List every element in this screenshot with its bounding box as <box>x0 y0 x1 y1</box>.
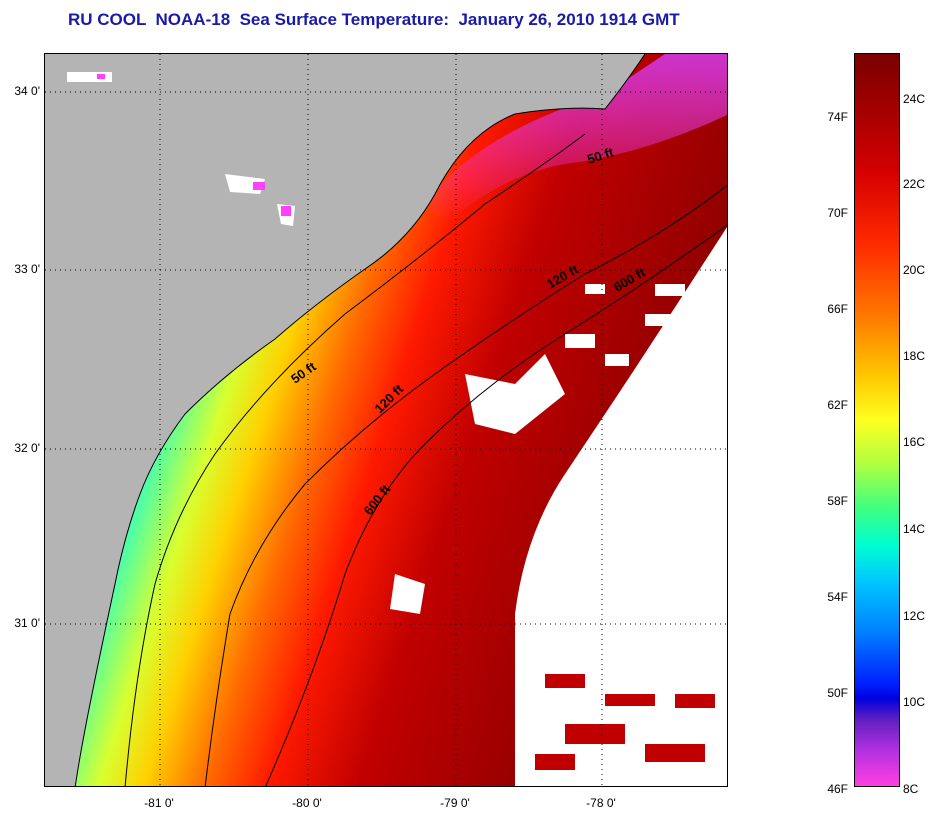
colorbar-f-62: 62F <box>827 398 848 412</box>
lat-label-34: 34 0' <box>14 84 40 98</box>
coastline <box>74 54 646 786</box>
lon-label-79: -79 0' <box>440 796 470 810</box>
colorbar-f-50: 50F <box>827 686 848 700</box>
lat-label-32: 32 0' <box>14 441 40 455</box>
land <box>45 54 645 786</box>
sst-map-svg: 50 ft 50 ft 120 ft 120 ft 600 ft 600 ft <box>45 54 727 786</box>
colorbar-f-54: 54F <box>827 590 848 604</box>
colorbar-f-58: 58F <box>827 494 848 508</box>
colorbar-c-20: 20C <box>903 263 926 277</box>
colorbar-f-74: 74F <box>827 110 848 124</box>
colorbar-c-12: 12C <box>903 609 926 623</box>
colorbar-c-14: 14C <box>903 522 926 536</box>
colorbar-c-8: 8C <box>903 782 919 796</box>
inland-features <box>67 72 295 226</box>
colorbar-c-10: 10C <box>903 695 926 709</box>
colorbar-c-16: 16C <box>903 435 926 449</box>
graticule <box>45 54 727 786</box>
lat-label-33: 33 0' <box>14 262 40 276</box>
warm-patches <box>535 674 715 770</box>
lon-label-78: -78 0' <box>586 796 616 810</box>
cloud-mask <box>390 227 727 786</box>
lon-label-81: -81 0' <box>144 796 174 810</box>
colorbar-c-18: 18C <box>903 349 926 363</box>
temperature-colorbar <box>854 53 900 787</box>
sst-map[interactable]: 50 ft 50 ft 120 ft 120 ft 600 ft 600 ft <box>44 53 728 787</box>
colorbar-f-46: 46F <box>827 782 848 796</box>
colorbar-c-24: 24C <box>903 92 926 106</box>
colorbar-c-22: 22C <box>903 177 926 191</box>
colorbar-f-66: 66F <box>827 302 848 316</box>
cold-water-north <box>425 54 727 224</box>
colorbar-f-70: 70F <box>827 206 848 220</box>
depth-contours <box>124 133 727 786</box>
lon-label-80: -80 0' <box>292 796 322 810</box>
lat-label-31: 31 0' <box>14 616 40 630</box>
map-title: RU COOL NOAA-18 Sea Surface Temperature:… <box>68 10 680 29</box>
